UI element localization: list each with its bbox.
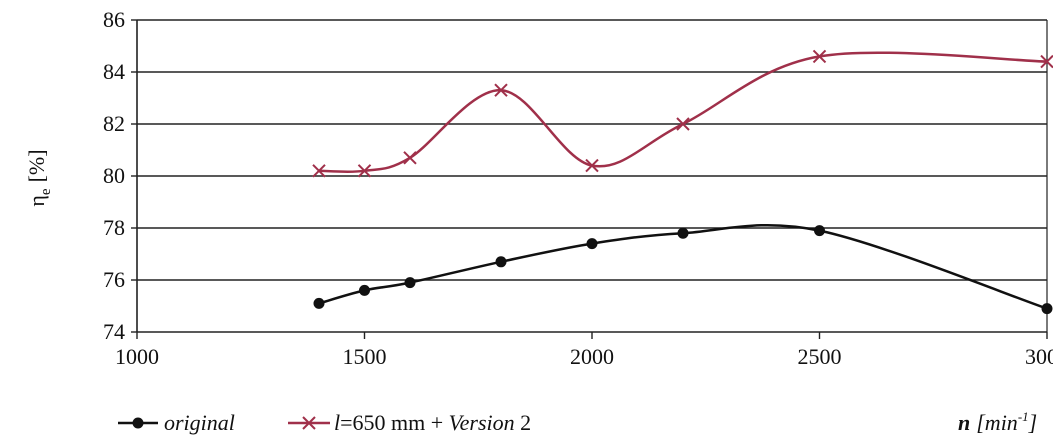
y-tick-label-76: 76 [103, 267, 125, 292]
legend-label-version2: l=650 mm + Version 2 [334, 410, 531, 435]
x-tick-label-1000: 1000 [115, 344, 159, 369]
legend-item-original: original [118, 410, 235, 435]
point-original-1500 [359, 284, 370, 296]
legend-marker-original [132, 417, 144, 429]
point-version2-1500 [357, 164, 372, 178]
y-tick-label-74: 74 [103, 319, 125, 344]
point-version2-1800 [494, 83, 508, 97]
y-axis-label: ηe[%] [24, 149, 54, 206]
axes [131, 19, 1048, 339]
point-original-1400 [313, 297, 325, 309]
grid-lines [137, 19, 1047, 281]
x-tick-labels: 1000 1500 2000 2500 3000 [115, 344, 1053, 369]
legend-marker-version2 [302, 416, 316, 430]
y-tick-label-78: 78 [103, 215, 125, 240]
y-tick-label-86: 86 [103, 7, 125, 32]
point-original-2000 [586, 238, 598, 250]
y-tick-label-82: 82 [103, 111, 125, 136]
point-original-3000 [1041, 303, 1053, 315]
point-version2-1600 [403, 151, 417, 165]
legend-item-version2: l=650 mm + Version 2 [288, 410, 531, 435]
legend: original l=650 mm + Version 2 [118, 410, 531, 435]
x-tick-label-1500: 1500 [343, 344, 387, 369]
x-tick-label-2500: 2500 [798, 344, 842, 369]
series-line-version2 [318, 51, 1048, 174]
point-original-2200 [677, 227, 689, 239]
series-group [312, 49, 1053, 315]
legend-label-original: original [164, 410, 235, 435]
x-tick-label-2000: 2000 [570, 344, 614, 369]
y-tick-label-84: 84 [103, 59, 125, 84]
x-axis-label: n [min-1] [958, 409, 1037, 435]
point-version2-2000 [585, 158, 599, 173]
point-version2-3000 [1040, 54, 1053, 69]
point-version2-2500 [812, 49, 827, 64]
point-version2-1400 [312, 164, 326, 178]
point-original-1800 [495, 256, 507, 268]
x-tick-label-3000: 3000 [1025, 344, 1053, 369]
point-version2-2200 [676, 117, 690, 131]
y-tick-label-80: 80 [103, 163, 125, 188]
point-original-2500 [814, 225, 825, 237]
y-tick-labels: 74 76 78 80 82 84 86 [103, 7, 125, 344]
point-original-1600 [404, 277, 416, 289]
